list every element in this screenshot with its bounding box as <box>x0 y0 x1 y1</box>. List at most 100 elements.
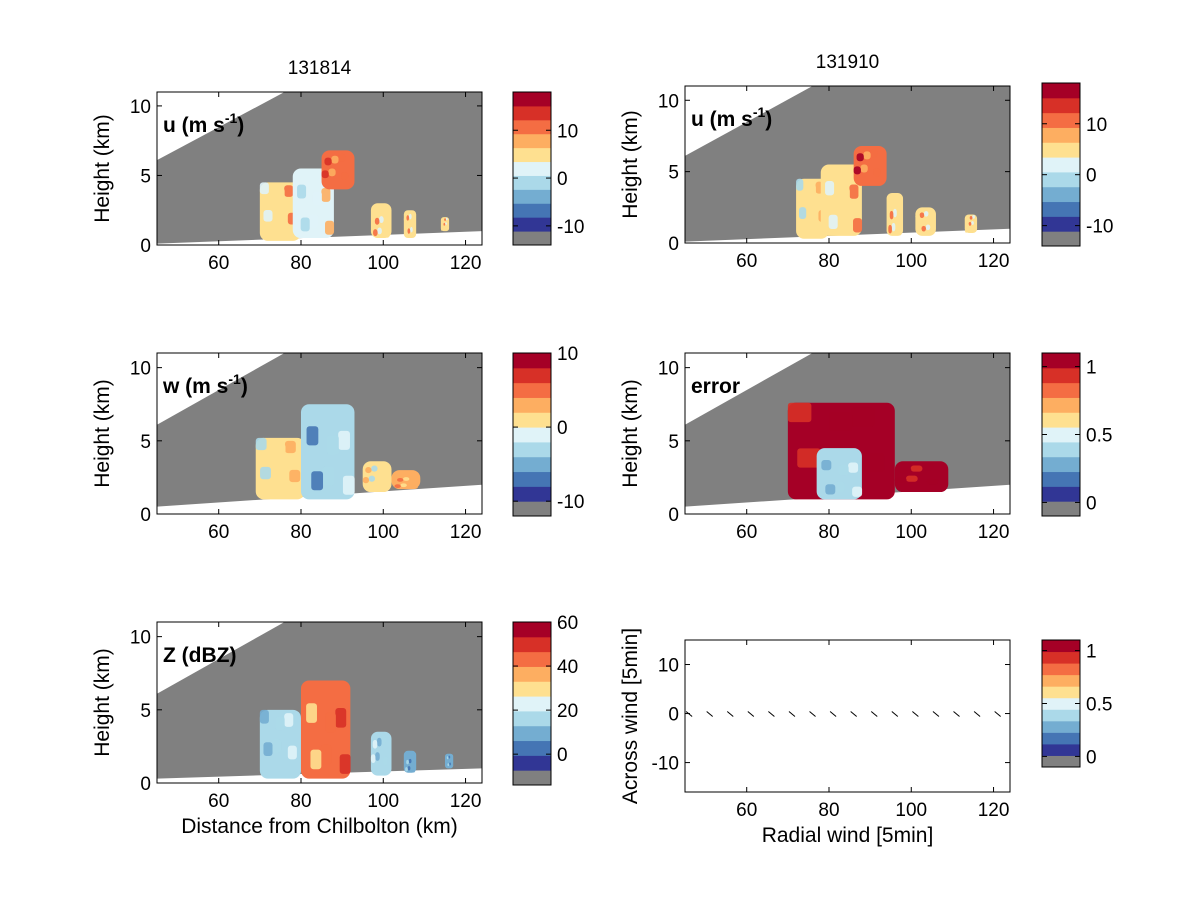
echo-cell <box>797 448 821 468</box>
y-tick-label: 5 <box>140 166 151 187</box>
y-tick-label: 10 <box>658 359 679 380</box>
colorbar-segment <box>1042 397 1080 413</box>
echo-cell <box>411 485 418 489</box>
echo-cell <box>306 426 319 446</box>
echo-cell <box>331 155 339 164</box>
echo-cell <box>896 206 901 216</box>
echo-cell <box>446 756 449 760</box>
echo-cell <box>825 484 836 495</box>
echo-cell <box>910 465 923 472</box>
echo-cell <box>969 215 973 220</box>
echo-cell <box>372 739 378 749</box>
panel-label-superscript: -1 <box>228 371 241 387</box>
y-axis-label: Across wind [5min] <box>619 628 642 804</box>
y-tick-label: 10 <box>658 91 679 112</box>
colorbar-tick-label: 20 <box>557 701 578 722</box>
panel-label-text: u (m s <box>163 114 225 137</box>
echo-cell <box>341 172 349 181</box>
colorbar-segment <box>513 412 551 428</box>
colorbar-tick-label: 10 <box>557 121 578 142</box>
axes-frame <box>156 91 483 246</box>
x-tick-label: 100 <box>895 800 927 821</box>
echo-cell <box>440 228 443 231</box>
echo-cell <box>888 224 892 234</box>
wind-vector <box>891 711 899 717</box>
echo-cell <box>443 222 446 226</box>
y-tick-label: -10 <box>652 754 679 775</box>
echo-cell <box>445 222 447 225</box>
colorbar-tick-label: 0 <box>557 418 568 439</box>
echo-cell <box>263 742 273 757</box>
echo-cell <box>828 412 853 432</box>
echo-cell <box>327 435 339 455</box>
wind-vector <box>788 711 796 717</box>
x-tick-label: 120 <box>450 253 482 274</box>
colorbar-segment <box>1042 367 1080 384</box>
y-tick-label: 0 <box>668 234 679 255</box>
x-tick-label: 80 <box>290 522 311 543</box>
colorbar-segment <box>513 427 551 443</box>
colorbar-segment <box>1042 441 1080 458</box>
x-tick-label: 80 <box>290 253 311 274</box>
y-tick-label: 10 <box>130 359 151 380</box>
x-tick-label: 100 <box>895 251 927 272</box>
panel-label: Z (dBZ) <box>163 644 236 667</box>
echo-cell <box>444 757 447 760</box>
panel-label: u (m s-1) <box>691 104 772 131</box>
echo-cell <box>287 745 297 760</box>
echo-cell <box>312 191 322 206</box>
echo-cell <box>445 217 448 221</box>
panel-label-text: ) <box>241 375 248 398</box>
colorbar-tick-label: 10 <box>1086 115 1107 136</box>
y-tick-label: 5 <box>668 432 679 453</box>
echo-cell <box>381 735 386 745</box>
colorbar-segment <box>513 710 551 727</box>
panel-label-text: Z (dBZ) <box>163 644 236 667</box>
echo-cell <box>263 209 273 222</box>
echo-cell <box>796 178 804 191</box>
echo-region <box>370 731 392 776</box>
colorbar-frame <box>512 621 552 786</box>
echo-cell <box>412 768 416 773</box>
x-tick-label: 80 <box>290 791 311 812</box>
colorbar-segment <box>1042 127 1080 143</box>
colorbar-segment <box>1042 471 1080 487</box>
colorbar-segment <box>513 105 551 121</box>
echo-cell <box>321 187 331 202</box>
x-tick-label: 100 <box>367 253 399 274</box>
colorbar-segment <box>1042 486 1080 502</box>
axes-frame <box>684 639 1011 793</box>
echo-cell <box>284 713 294 727</box>
y-axis-label: Height (km) <box>91 648 114 757</box>
echo-cell <box>362 477 370 484</box>
colorbar-segment <box>513 770 551 786</box>
echo-cell <box>338 153 346 162</box>
colorbar-segment <box>513 666 551 682</box>
colorbar-tick-label: -10 <box>1086 217 1113 238</box>
x-tick-label: 100 <box>367 791 399 812</box>
echo-cell <box>405 767 408 772</box>
x-tick-label: 60 <box>736 251 757 272</box>
wind-vector <box>850 711 857 717</box>
echo-cell <box>325 220 335 235</box>
echo-cell <box>342 475 355 495</box>
echo-cell <box>860 164 868 173</box>
echo-cell <box>406 759 409 765</box>
panel-label: w (m s-1) <box>162 371 248 398</box>
echo-cell <box>377 464 384 471</box>
colorbar-segment <box>1042 201 1080 217</box>
colorbar-segment <box>513 501 551 517</box>
echo-cell <box>838 464 849 476</box>
colorbar-segment <box>1042 755 1080 768</box>
wind-vector <box>932 711 940 717</box>
colorbar-tick-label: 10 <box>557 344 578 365</box>
echo-cell <box>320 744 332 765</box>
axes-frame <box>684 352 1011 515</box>
echo-cell <box>860 452 885 473</box>
echo-cell <box>365 466 372 474</box>
y-tick-label: 5 <box>140 701 151 722</box>
colorbar-segment <box>513 456 551 473</box>
radar-coverage <box>685 86 1010 242</box>
colorbar-segment <box>513 382 551 398</box>
